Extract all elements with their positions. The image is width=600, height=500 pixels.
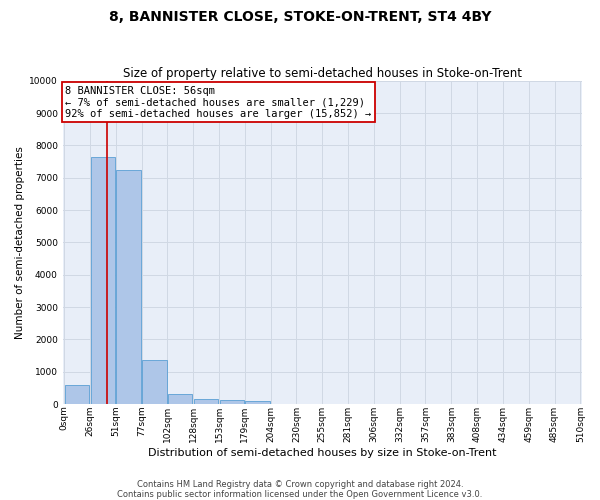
Bar [168, 394, 193, 404]
Bar [116, 170, 141, 404]
X-axis label: Distribution of semi-detached houses by size in Stoke-on-Trent: Distribution of semi-detached houses by … [148, 448, 496, 458]
Bar [220, 400, 244, 404]
Bar [142, 360, 167, 404]
Text: 8 BANNISTER CLOSE: 56sqm
← 7% of semi-detached houses are smaller (1,229)
92% of: 8 BANNISTER CLOSE: 56sqm ← 7% of semi-de… [65, 86, 371, 118]
Bar [65, 385, 89, 404]
Bar [194, 399, 218, 404]
Text: 8, BANNISTER CLOSE, STOKE-ON-TRENT, ST4 4BY: 8, BANNISTER CLOSE, STOKE-ON-TRENT, ST4 … [109, 10, 491, 24]
Y-axis label: Number of semi-detached properties: Number of semi-detached properties [15, 146, 25, 339]
Bar [245, 402, 270, 404]
Bar [91, 156, 115, 404]
Text: Contains HM Land Registry data © Crown copyright and database right 2024.
Contai: Contains HM Land Registry data © Crown c… [118, 480, 482, 499]
Title: Size of property relative to semi-detached houses in Stoke-on-Trent: Size of property relative to semi-detach… [123, 66, 522, 80]
